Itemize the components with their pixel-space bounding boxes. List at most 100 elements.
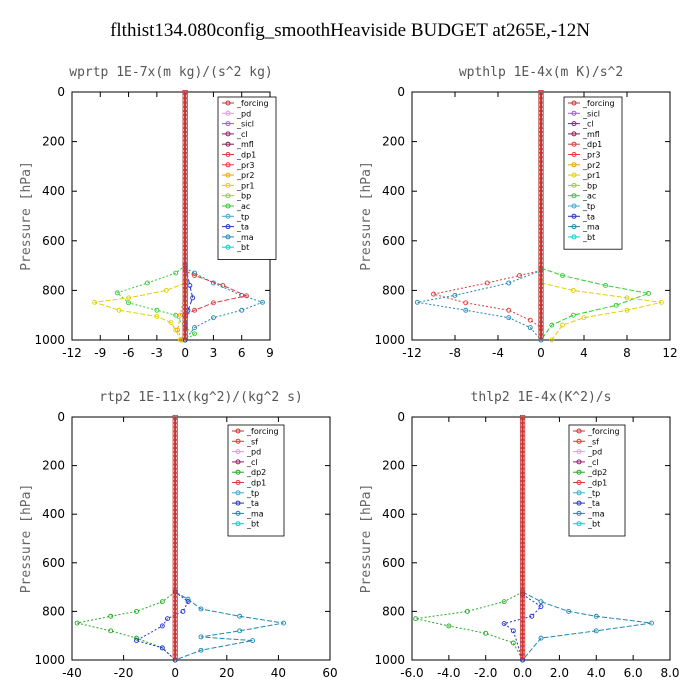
series-marker [172,518,178,523]
legend-marker [225,131,231,137]
series-marker [172,654,178,659]
series-marker [538,90,544,95]
series-marker [519,501,526,506]
legend-entry: _dp1 [587,479,607,488]
series-marker [538,182,544,187]
series-marker [538,262,544,267]
legend-entry: _sf [246,437,258,446]
series-marker [519,555,526,560]
legend-entry: _pr3 [236,161,254,170]
series-marker [175,327,181,333]
series-marker [538,258,544,263]
x-tick-label: -8 [449,346,461,360]
x-tick-label: 2.0 [550,666,569,680]
legend-entry: _forcing [587,427,620,436]
series-marker [538,599,544,605]
series-marker [172,489,178,494]
series-marker [519,489,526,494]
series-line-ma [522,591,652,661]
legend-marker [576,500,582,506]
series-marker [182,245,188,250]
legend-marker [225,193,231,199]
legend-entry: _ta [587,499,600,508]
x-tick-label: 0 [181,346,189,360]
legend-entry: _dp1 [246,479,266,488]
x-tick-label: 0 [171,666,179,680]
y-tick-label: 600 [42,234,65,248]
x-tick-label: -6.0 [400,666,423,680]
legend-marker [571,110,577,116]
legend-marker [571,203,577,209]
series-marker [463,307,469,313]
series-marker [182,233,188,238]
series-marker [182,191,188,196]
series-marker [165,616,170,622]
series-marker [519,609,526,614]
series-marker [172,431,178,436]
x-tick-label: -3 [151,346,163,360]
series-marker [538,106,544,111]
series-marker [172,522,178,527]
series-marker [182,90,188,95]
y-tick-label: 400 [42,184,65,198]
series-marker [463,300,469,306]
y-tick-label: 1000 [374,333,405,347]
x-tick-label: -6 [123,346,135,360]
series-marker [538,334,544,339]
series-marker [172,427,178,432]
series-marker [182,258,188,263]
legend-marker [225,234,231,240]
legend-marker [225,100,231,106]
series-marker [172,638,178,643]
legend-entry: _ma [236,233,254,242]
legend-entry: _ta [582,212,595,221]
legend-entry: _ma [246,509,264,518]
series-marker [538,283,544,288]
legend-entry: _cl [582,120,594,129]
series-line-ta [184,265,194,341]
legend-marker [235,459,241,465]
x-tick-label: 40 [271,666,286,680]
legend-entry: _bt [246,520,259,529]
series-marker [538,161,544,166]
series-marker [519,493,526,498]
legend-entry: _ta [236,223,249,232]
series-marker [549,337,555,343]
chart-title: thlp2 1E-4x(K^2)/s [471,390,612,405]
series-marker [172,555,178,560]
legend-marker [225,141,231,147]
series-marker [182,212,188,217]
series-line-ta [503,593,542,661]
series-marker [182,136,188,141]
y-tick-label: 200 [42,135,65,149]
x-tick-label: 6 [238,346,246,360]
series-marker [538,199,544,204]
series-marker [519,481,526,486]
series-marker [172,452,178,457]
series-marker [538,115,544,120]
series-line-pr1 [540,282,662,341]
series-marker [163,287,169,293]
series-marker [501,621,507,626]
series-marker [464,608,470,614]
series-marker [126,295,132,301]
legend-marker [225,172,231,178]
series-marker [560,273,565,278]
series-marker [172,435,178,440]
series-marker [538,292,544,297]
legend-entry: _cl [246,458,258,467]
legend-entry: _cl [587,458,599,467]
series-marker [519,427,526,432]
x-tick-label: -4 [492,346,504,360]
series-marker [182,199,188,204]
legend-entry: _tp [587,489,600,498]
legend-entry: _tp [582,202,595,211]
series-line-dp1 [184,270,249,316]
series-marker [172,650,178,655]
plot-frame [71,416,331,661]
legend-marker [576,449,582,455]
series-marker [519,476,526,481]
series-marker [538,170,544,175]
series-marker [519,576,526,581]
series-marker [182,170,188,175]
